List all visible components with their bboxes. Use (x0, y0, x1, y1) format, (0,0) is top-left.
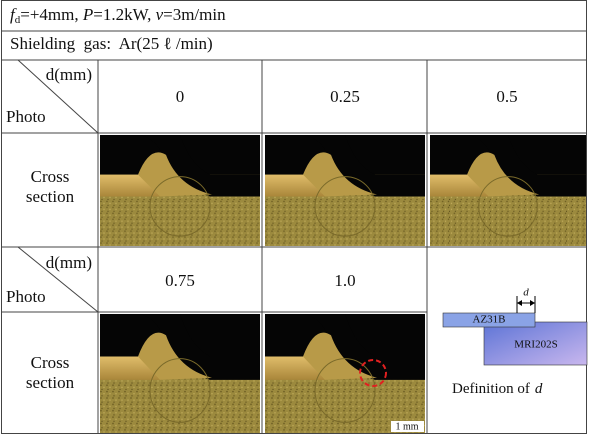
photo-label: Photo (6, 107, 46, 126)
bottom-label: MRI202S (514, 339, 557, 351)
row-label: Cross (31, 353, 70, 372)
caption-text: Definition of (452, 381, 530, 397)
figure: fd=+4mm, P=1.2kW, v=3m/min Shielding gas… (0, 0, 589, 434)
d-value: 1.0 (334, 271, 355, 290)
d-value: 0.25 (330, 87, 360, 106)
d-value: 0 (176, 87, 185, 106)
d-value: 0.5 (496, 87, 517, 106)
var: P (82, 5, 93, 24)
conditions: fd=+4mm, P=1.2kW, v=3m/min (10, 5, 226, 26)
photo (430, 135, 586, 246)
row-label: Cross (31, 167, 70, 186)
photo (100, 135, 260, 246)
text: =+4mm, (20, 5, 83, 24)
d-value: 0.75 (165, 271, 195, 290)
text: =1.2kW, (93, 5, 155, 24)
d-label: d(mm) (46, 253, 92, 272)
shielding-gas: Shielding gas: Ar(25 ℓ /min) (10, 34, 213, 53)
d-label: d(mm) (46, 65, 92, 84)
row-label: section (26, 373, 75, 392)
caption: Definition of d (452, 381, 543, 397)
photo (265, 135, 425, 246)
photo-label: Photo (6, 287, 46, 306)
photo (100, 314, 260, 433)
caption-var: d (535, 381, 543, 397)
d-symbol: d (523, 287, 529, 299)
top-label: AZ31B (473, 314, 506, 326)
scale-bar: 1 mm (395, 421, 418, 432)
diagram (443, 296, 587, 365)
row-label: section (26, 187, 75, 206)
photo (265, 314, 425, 433)
text: =3m/min (163, 5, 226, 24)
